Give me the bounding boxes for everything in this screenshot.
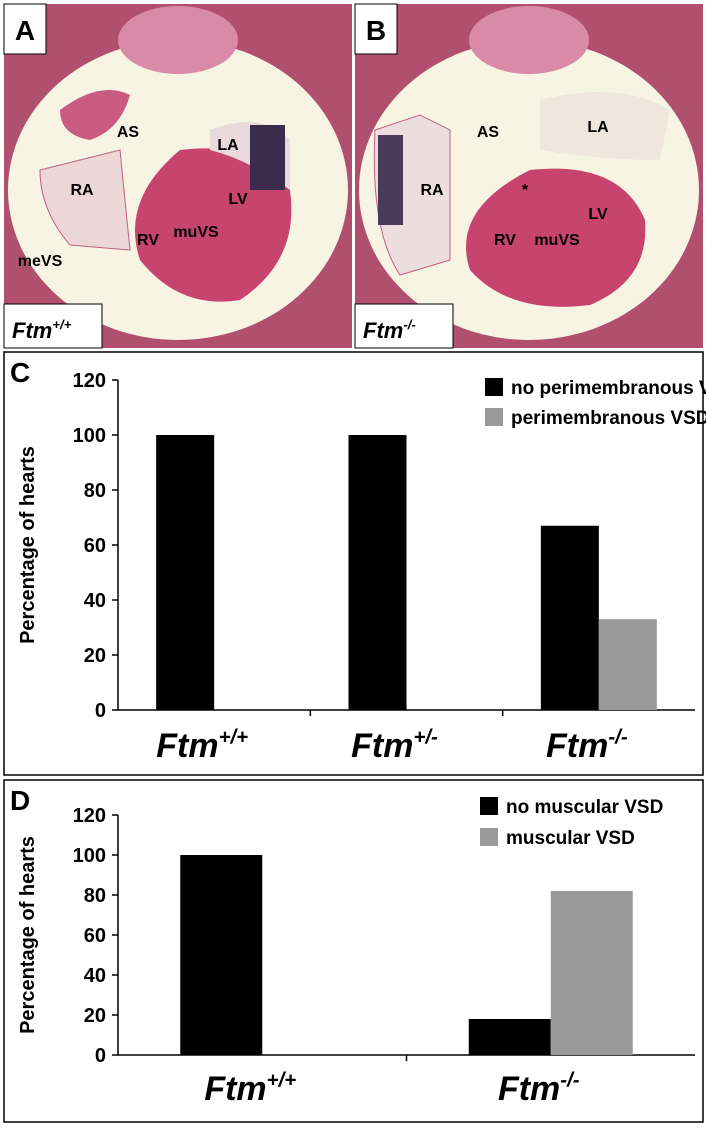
letter-box (354, 3, 398, 55)
bar (348, 435, 407, 710)
legend-swatch (485, 378, 503, 396)
legend-label: no perimembranous VSD (511, 378, 706, 399)
y-tick-label: 40 (84, 965, 106, 987)
genotype-base: Ftm (498, 1070, 560, 1108)
genotype-sup: -/- (608, 726, 627, 748)
anatomy-label: RA (420, 182, 444, 199)
legend-label: muscular VSD (506, 828, 635, 849)
histology-a (4, 4, 352, 348)
genotype-label: Ftm+/+ (156, 726, 248, 765)
anatomy-label: AS (477, 124, 500, 141)
legend-label: perimembranous VSD (511, 408, 706, 429)
anatomy-label: RV (494, 232, 516, 249)
legend-swatch (480, 797, 498, 815)
genotype-base: Ftm (156, 727, 218, 765)
y-tick-label: 20 (84, 1005, 106, 1027)
genotype-base: Ftm (546, 727, 608, 765)
anatomy-label: RA (70, 182, 94, 199)
genotype-sup: +/+ (52, 317, 71, 332)
anatomy-label: LV (228, 191, 248, 208)
y-tick-label: 20 (84, 645, 106, 667)
bar (468, 1019, 551, 1055)
anatomy-label: LA (217, 137, 239, 154)
genotype-sup: +/- (413, 726, 438, 748)
legend-swatch (480, 828, 498, 846)
genotype-base: Ftm (12, 318, 52, 343)
bar (540, 525, 599, 710)
anatomy-label: muVS (534, 232, 580, 249)
bar (156, 435, 215, 710)
genotype-box (354, 303, 454, 349)
genotype-base: Ftm (351, 727, 413, 765)
y-tick-label: 100 (73, 425, 106, 447)
bar (550, 891, 633, 1055)
legend-swatch (485, 408, 503, 426)
genotype-base: Ftm (204, 1070, 266, 1108)
genotype-base: Ftm (363, 318, 403, 343)
anatomy-label: LA (587, 119, 609, 136)
genotype-sup: +/+ (267, 1069, 297, 1091)
anatomy-label: RV (137, 232, 159, 249)
panel-letter: B (366, 15, 386, 46)
genotype-label: Ftm-/- (546, 726, 628, 765)
genotype-sup: -/- (560, 1069, 579, 1091)
bar (180, 855, 263, 1055)
y-tick-label: 120 (73, 805, 106, 827)
panel-letter: A (15, 15, 35, 46)
genotype-label: Ftm-/- (363, 317, 416, 343)
genotype-sup: -/- (403, 317, 416, 332)
y-tick-label: 0 (95, 700, 106, 722)
panel-frame (3, 779, 704, 1123)
histology-b (355, 4, 703, 348)
y-tick-label: 100 (73, 845, 106, 867)
anatomy-label: meVS (18, 253, 63, 270)
y-axis-title: Percentage of hearts (17, 836, 39, 1034)
anatomy-label: LV (588, 206, 608, 223)
genotype-box (3, 303, 103, 349)
genotype-sup: +/+ (219, 726, 249, 748)
panel-letter: D (10, 785, 30, 816)
bar (598, 619, 657, 710)
y-axis-title: Percentage of hearts (17, 446, 39, 644)
letter-box (3, 3, 47, 55)
y-tick-label: 60 (84, 925, 106, 947)
genotype-label: Ftm+/+ (204, 1069, 296, 1108)
anatomy-label: * (522, 182, 529, 199)
genotype-label: Ftm+/- (351, 726, 438, 765)
y-tick-label: 80 (84, 480, 106, 502)
anatomy-label: AS (117, 124, 140, 141)
y-tick-label: 80 (84, 885, 106, 907)
y-tick-label: 120 (73, 370, 106, 392)
genotype-label: Ftm+/+ (12, 317, 72, 343)
panel-letter: C (10, 357, 30, 388)
legend-label: no muscular VSD (506, 797, 663, 818)
y-tick-label: 60 (84, 535, 106, 557)
panel-frame (3, 351, 704, 776)
y-tick-label: 0 (95, 1045, 106, 1067)
anatomy-label: muVS (173, 224, 219, 241)
genotype-label: Ftm-/- (498, 1069, 580, 1108)
y-tick-label: 40 (84, 590, 106, 612)
